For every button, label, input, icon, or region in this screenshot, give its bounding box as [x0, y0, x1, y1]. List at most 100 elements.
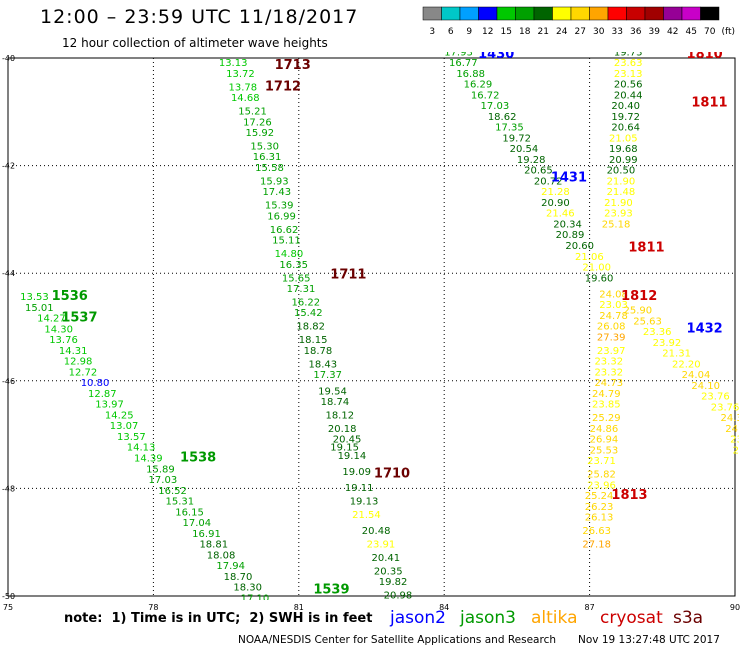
satellite-label-cryosat: cryosat [600, 608, 663, 628]
track-label: 1813 [611, 488, 647, 503]
swh-value: 15.92 [245, 128, 274, 139]
swh-value: 21.05 [609, 133, 638, 144]
swh-value: 13.97 [95, 400, 124, 411]
legend-level-label: 39 [649, 27, 661, 37]
y-tick-label: -42 [2, 162, 15, 171]
swh-value: 18.82 [296, 322, 325, 333]
legend-level-label: 15 [501, 27, 512, 37]
swh-value: 19.82 [379, 577, 408, 588]
track-label: 1538 [180, 451, 216, 466]
swh-value: 26.23 [585, 502, 614, 513]
swh-value: 19.68 [609, 144, 638, 155]
swh-value: 12.98 [64, 357, 93, 368]
legend-level-label: 30 [593, 27, 605, 37]
swh-value: 25.53 [590, 445, 619, 456]
legend-level-label: 36 [630, 27, 642, 37]
swh-value: 20.41 [372, 553, 401, 564]
legend-level-label: 21 [538, 27, 549, 37]
swh-value: 18.43 [308, 359, 337, 370]
swh-value: 26.94 [590, 435, 619, 446]
swh-value: 25.24 [585, 491, 614, 502]
swh-value: 17.35 [495, 123, 524, 134]
swh-value: 24.08 [599, 289, 628, 300]
legend-level-label: 9 [466, 27, 472, 37]
legend-level-label: 6 [448, 27, 454, 37]
swh-value: 17.10 [241, 593, 270, 604]
track-label: 1430 [478, 47, 514, 62]
swh-value: 19.73 [614, 47, 643, 58]
swh-value: 25.90 [624, 306, 653, 317]
swh-value: 19.14 [338, 451, 367, 462]
track-label: 1539 [313, 582, 349, 597]
swh-value: 16.91 [192, 529, 221, 540]
swh-value: 24.79 [592, 389, 621, 400]
swh-value: 15.31 [166, 497, 195, 508]
footer-timestamp: Nov 19 13:27:48 UTC 2017 [578, 634, 720, 646]
swh-value: 13.07 [110, 421, 139, 432]
swh-value: 15.65 [282, 273, 311, 284]
swh-value: 24.78 [599, 311, 628, 322]
swh-value: 18.78 [304, 346, 333, 357]
swh-color-legend: 3 6 9 12 15 18 21 24 27 30 33 36 39 42 45 70 (ft) [422, 6, 735, 37]
swh-value: 16.29 [464, 80, 493, 91]
swh-value: 25.82 [587, 470, 616, 481]
swh-value: 23.92 [653, 338, 682, 349]
swh-value: 19.15 [330, 443, 359, 454]
swh-value: 19.72 [502, 133, 531, 144]
swh-value: 18.70 [224, 572, 253, 583]
legend-level-label: 42 [667, 27, 678, 37]
swh-value: 16.31 [253, 152, 282, 163]
swh-value: 16.35 [279, 260, 308, 271]
y-tick-label: -40 [2, 54, 15, 63]
swh-value: 15.58 [255, 163, 284, 174]
swh-value: 16.99 [267, 211, 296, 222]
swh-value: 15.89 [146, 464, 175, 475]
swh-value: 21.00 [582, 263, 611, 274]
track-label: 1536 [52, 289, 88, 304]
swh-value: 24.73 [594, 378, 623, 389]
swh-value: 20.34 [553, 219, 582, 230]
swh-value: 14.30 [44, 324, 73, 335]
legend-level-label: 33 [612, 27, 623, 37]
swh-value: 15.39 [265, 201, 294, 212]
swh-value: 15.30 [250, 141, 279, 152]
swh-value: 23.63 [614, 58, 643, 69]
x-tick-label: 84 [439, 603, 449, 612]
swh-value: 23.13 [614, 69, 643, 80]
swh-value: 20.48 [362, 526, 391, 537]
swh-value: 19.72 [611, 112, 640, 123]
swh-value: 25.63 [633, 316, 662, 327]
swh-value: 19.54 [318, 386, 347, 397]
track-label: 1431 [551, 171, 587, 186]
swh-value: 15.42 [294, 308, 323, 319]
swh-value: 23.93 [604, 209, 633, 220]
x-tick-label: 81 [294, 603, 304, 612]
swh-value: 26.63 [582, 526, 611, 537]
swh-value: 20.45 [333, 435, 362, 446]
swh-value: 17.31 [287, 284, 316, 295]
swh-value: 16.52 [158, 486, 187, 497]
swh-value: 16.22 [292, 297, 321, 308]
satellite-label-s3a: s3a [673, 608, 704, 628]
swh-value: 17.43 [262, 187, 291, 198]
swh-value: 19.60 [585, 273, 614, 284]
swh-value: 24.86 [590, 424, 619, 435]
track-label: 1812 [621, 289, 657, 304]
swh-value: 12.87 [88, 389, 117, 400]
swh-value: 23.03 [599, 300, 628, 311]
satellite-label-jason3: jason3 [460, 608, 516, 628]
swh-value: 18.15 [299, 335, 328, 346]
swh-value: 21.46 [546, 209, 575, 220]
swh-value: 15.01 [25, 303, 54, 314]
swh-value: 16.77 [449, 58, 478, 69]
swh-value: 23.32 [594, 367, 623, 378]
swh-value: 18.08 [207, 550, 236, 561]
track-label: 1811 [628, 241, 664, 256]
swh-value: 20.89 [556, 230, 585, 241]
y-tick-label: -44 [2, 269, 15, 278]
swh-value: 18.12 [325, 410, 354, 421]
swh-value: 20.65 [524, 166, 553, 177]
swh-value: 17.26 [243, 117, 272, 128]
legend-level-label: 24 [556, 27, 568, 37]
